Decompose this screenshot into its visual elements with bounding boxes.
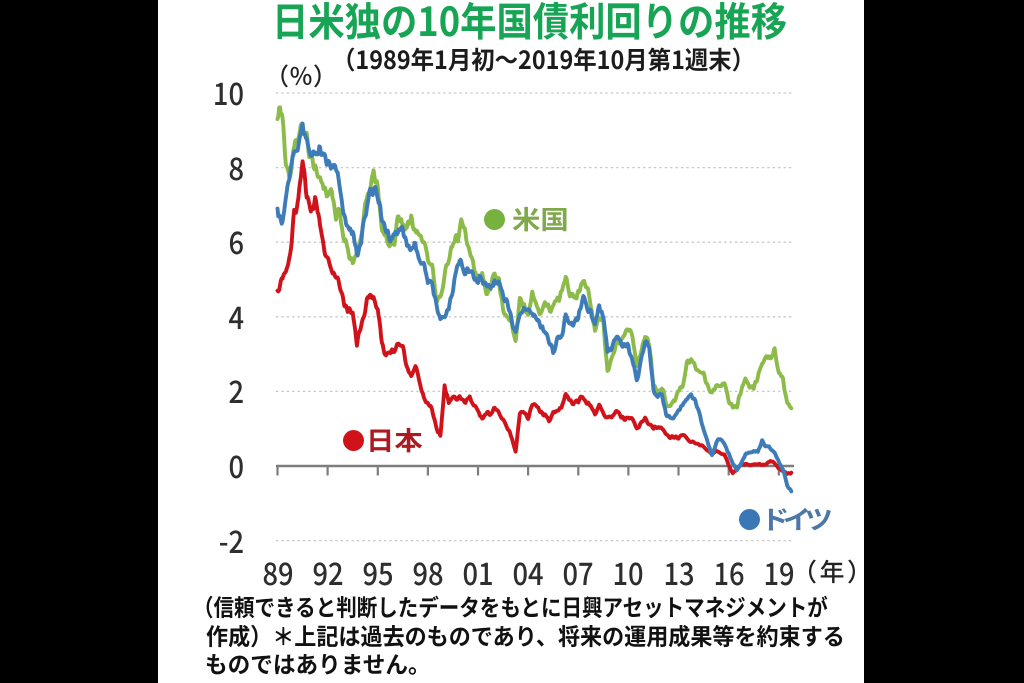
chart-subtitle: （1989年1月初～2019年10月第1週末）	[332, 41, 756, 77]
legend-us: 米国	[484, 203, 569, 235]
y-tick-label: 0	[228, 442, 244, 487]
chart-title: 日米独の10年国債利回りの推移	[272, 0, 788, 48]
x-tick-label: 89	[262, 549, 294, 594]
y-tick-label: -2	[218, 517, 244, 562]
legend-us-label: 米国	[512, 200, 569, 237]
source-note-line-1: （信頼できると判断したデータをもとに日興アセットマネジメントが	[193, 589, 828, 623]
y-tick-label: 2	[228, 367, 244, 412]
germany-series-line	[275, 121, 794, 494]
japan-series-marker-icon	[343, 429, 364, 451]
x-tick-label: 98	[412, 549, 444, 594]
x-tick-label: 92	[312, 549, 344, 594]
y-tick-label: 4	[228, 293, 244, 338]
y-tick-label: 6	[228, 218, 244, 263]
y-axis-unit-label: （％）	[265, 57, 337, 92]
y-tick-label: 10	[212, 69, 244, 114]
legend-japan-label: 日本	[366, 421, 423, 458]
legend-germany: ドイツ	[739, 503, 833, 535]
source-note-line-2: 作成）＊上記は過去のものであり、将来の運用成果等を約束する	[206, 617, 845, 652]
x-tick-label: 04	[512, 549, 544, 594]
legend-japan: 日本	[343, 424, 423, 456]
x-tick-label: 13	[663, 549, 695, 594]
x-tick-label: 07	[562, 549, 594, 594]
x-tick-label: 01	[462, 549, 494, 594]
x-axis-unit-label: （年）	[792, 553, 875, 589]
x-tick-label: 19	[763, 549, 795, 594]
y-tick-label: 8	[228, 144, 244, 189]
legend-germany-label: ドイツ	[761, 500, 833, 537]
chart-panel	[158, 0, 864, 683]
germany-series-marker-icon	[739, 508, 760, 530]
x-tick-label: 16	[713, 549, 745, 594]
x-tick-label: 10	[612, 549, 644, 594]
x-tick-label: 95	[362, 549, 394, 594]
us-series-line	[275, 105, 794, 411]
source-note-line-3: ものではありません。	[205, 646, 431, 680]
us-series-marker-icon	[484, 208, 505, 230]
japan-series-line	[275, 159, 794, 476]
